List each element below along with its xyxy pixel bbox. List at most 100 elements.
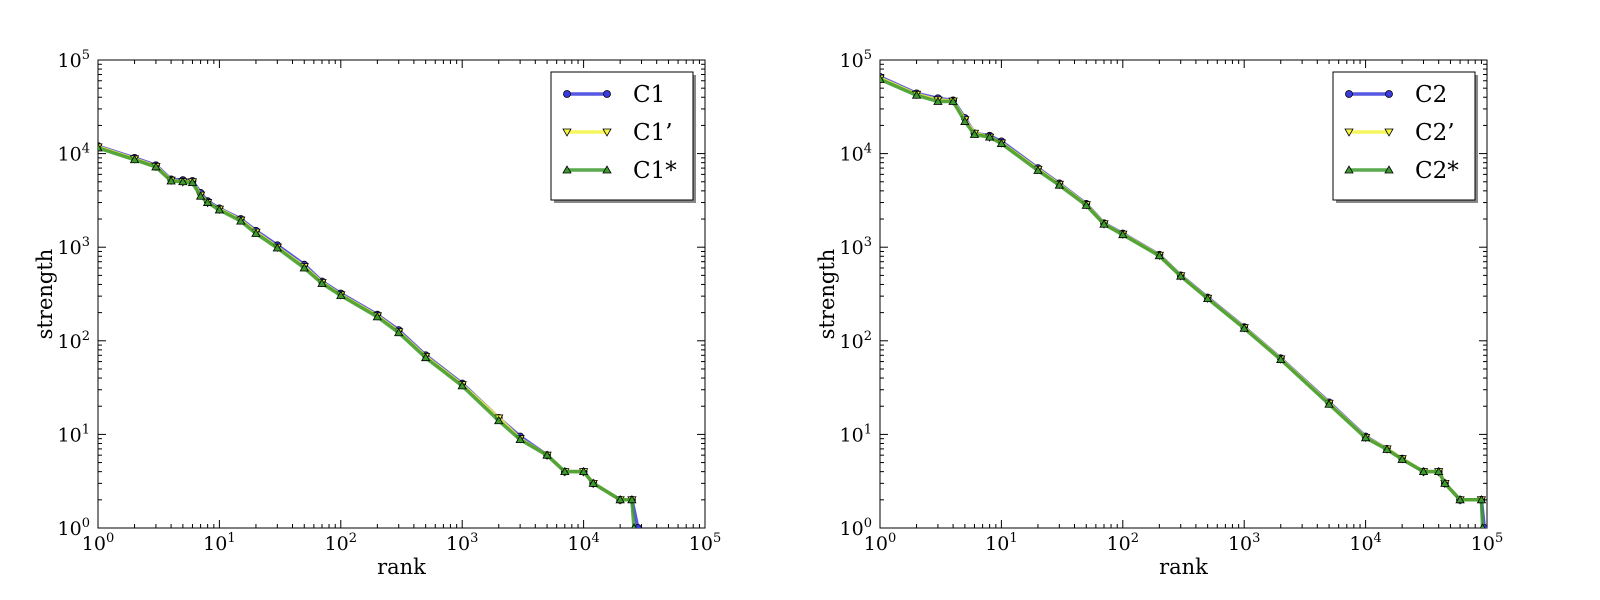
y-tick-label: 104 <box>840 142 872 166</box>
data-point <box>372 312 383 321</box>
data-point <box>195 191 206 200</box>
data-point <box>1440 478 1450 487</box>
data-point <box>588 478 598 487</box>
data-point <box>1099 219 1109 228</box>
y-tick-label: 105 <box>58 48 90 72</box>
data-point <box>272 243 283 252</box>
data-point <box>563 90 571 98</box>
data-point <box>911 90 922 99</box>
x-tick-label: 101 <box>203 531 235 555</box>
y-tick-label: 103 <box>58 235 90 259</box>
data-point <box>560 466 570 476</box>
data-point <box>1345 90 1353 98</box>
x-tick-label: 102 <box>1107 531 1139 555</box>
data-point <box>562 128 572 137</box>
y-axis-label: strength <box>815 249 839 340</box>
x-tick-label: 105 <box>1471 531 1503 555</box>
data-point <box>984 132 995 141</box>
data-point <box>187 177 198 186</box>
axis-ticks <box>97 59 706 529</box>
y-tick-label: 103 <box>840 235 872 259</box>
data-point <box>603 90 611 98</box>
x-tick-label: 100 <box>864 531 896 555</box>
y-tick-label: 101 <box>58 422 90 446</box>
data-point <box>151 162 161 171</box>
data-point <box>996 138 1007 147</box>
y-tick-label: 102 <box>840 329 872 353</box>
legend-label: C1’ <box>633 120 673 146</box>
chart-panel-2: 100 101 102 103 104 105 100 101 102 103 104 105 rank… <box>815 48 1503 579</box>
data-point <box>615 495 625 504</box>
data-point <box>969 129 980 138</box>
data-point <box>457 381 467 390</box>
series-C1* <box>98 143 637 528</box>
data-point <box>1344 128 1354 137</box>
y-tick-label: 101 <box>840 422 872 446</box>
series-group <box>880 72 1487 528</box>
data-point <box>602 128 612 137</box>
data-point <box>1344 165 1354 174</box>
data-point <box>494 415 504 425</box>
data-point <box>1384 128 1394 137</box>
x-tick-label: 104 <box>567 531 599 555</box>
data-point <box>1455 495 1465 504</box>
x-axis-label: rank <box>1159 555 1208 579</box>
series-C2* <box>880 74 1487 528</box>
data-point <box>1202 293 1213 303</box>
legend-label: C2* <box>1415 158 1459 184</box>
y-tick-label: 105 <box>840 48 872 72</box>
legend-item: C1* <box>562 158 677 184</box>
legend-item: C2’ <box>1344 120 1455 146</box>
legend: C2 C2’ C2* <box>1332 71 1478 203</box>
legend-item: C1’ <box>562 120 673 146</box>
data-point <box>1054 180 1065 189</box>
data-point <box>299 263 309 272</box>
data-point <box>602 165 612 174</box>
data-point <box>236 216 246 225</box>
legend-item: C2* <box>1344 158 1459 184</box>
data-point <box>129 154 140 164</box>
data-point <box>960 116 970 125</box>
data-point <box>631 523 637 528</box>
data-point <box>1324 399 1334 408</box>
data-point <box>1384 165 1394 174</box>
data-point <box>933 96 943 105</box>
x-tick-label: 102 <box>325 531 357 555</box>
series-line <box>880 77 1485 528</box>
series-line <box>98 146 636 528</box>
x-tick-label: 101 <box>985 531 1017 555</box>
data-point <box>1239 323 1249 332</box>
data-point <box>1276 354 1286 363</box>
axis-ticks <box>879 59 1488 529</box>
legend-label: C1* <box>633 158 677 184</box>
data-point <box>251 228 261 237</box>
x-tick-label: 100 <box>82 531 114 555</box>
data-point <box>214 205 225 214</box>
data-point <box>1434 466 1444 476</box>
data-point <box>1397 454 1407 463</box>
y-tick-label: 100 <box>58 516 90 540</box>
legend-item: C2 <box>1345 82 1447 108</box>
data-point <box>166 176 176 185</box>
data-point <box>1418 466 1429 476</box>
data-point <box>1081 200 1091 209</box>
y-tick-label: 100 <box>840 516 872 540</box>
data-point <box>627 495 637 504</box>
legend-label: C1 <box>633 82 665 108</box>
x-axis-label: rank <box>377 555 426 579</box>
y-tick-label: 104 <box>58 142 90 166</box>
data-point <box>880 74 885 83</box>
data-point <box>420 352 431 362</box>
data-point <box>578 466 589 476</box>
data-point <box>1382 444 1392 453</box>
data-point <box>1176 271 1186 280</box>
data-point <box>515 434 525 443</box>
data-point <box>1154 250 1165 260</box>
legend-label: C2 <box>1415 82 1447 108</box>
data-point <box>1118 229 1128 239</box>
x-tick-label: 103 <box>446 531 478 555</box>
y-tick-label: 102 <box>58 329 90 353</box>
data-point <box>178 176 188 186</box>
legend-item: C1 <box>563 82 665 108</box>
